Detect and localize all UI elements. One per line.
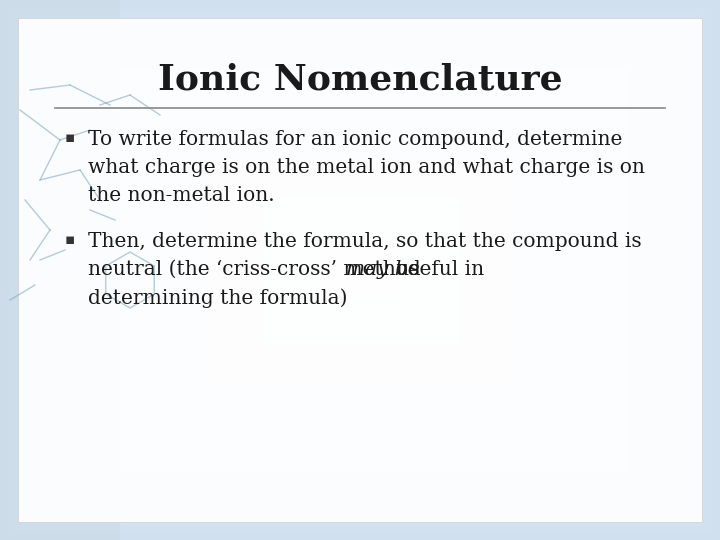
Text: may be: may be	[346, 260, 420, 279]
Text: ▪: ▪	[65, 130, 76, 145]
Text: neutral (the ‘criss-cross’ method: neutral (the ‘criss-cross’ method	[88, 260, 427, 279]
Text: ▪: ▪	[65, 232, 76, 247]
FancyBboxPatch shape	[0, 0, 120, 540]
Text: the non-metal ion.: the non-metal ion.	[88, 186, 274, 205]
FancyBboxPatch shape	[18, 18, 702, 522]
Text: determining the formula): determining the formula)	[88, 288, 348, 308]
Text: useful in: useful in	[390, 260, 484, 279]
Text: Then, determine the formula, so that the compound is: Then, determine the formula, so that the…	[88, 232, 642, 251]
Text: what charge is on the metal ion and what charge is on: what charge is on the metal ion and what…	[88, 158, 645, 177]
Text: To write formulas for an ionic compound, determine: To write formulas for an ionic compound,…	[88, 130, 622, 149]
Text: Ionic Nomenclature: Ionic Nomenclature	[158, 63, 562, 97]
